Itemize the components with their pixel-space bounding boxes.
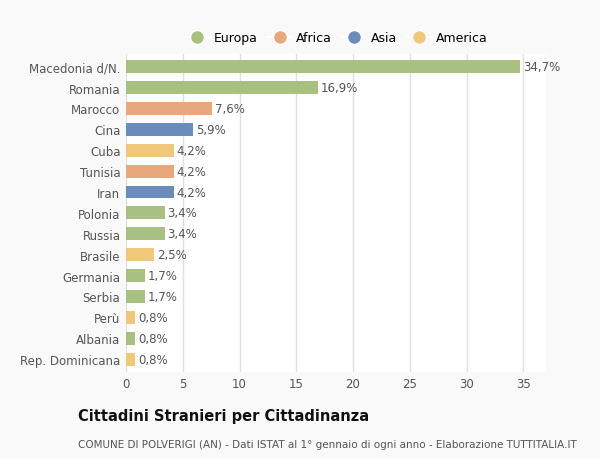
Bar xyxy=(126,249,154,262)
Text: COMUNE DI POLVERIGI (AN) - Dati ISTAT al 1° gennaio di ogni anno - Elaborazione : COMUNE DI POLVERIGI (AN) - Dati ISTAT al… xyxy=(78,440,577,449)
Text: 34,7%: 34,7% xyxy=(523,61,560,74)
Text: 0,8%: 0,8% xyxy=(138,332,167,345)
Bar xyxy=(126,82,318,95)
Bar xyxy=(126,123,193,136)
Bar xyxy=(126,145,173,157)
Text: 5,9%: 5,9% xyxy=(196,123,226,137)
Text: 0,8%: 0,8% xyxy=(138,353,167,366)
Text: Cittadini Stranieri per Cittadinanza: Cittadini Stranieri per Cittadinanza xyxy=(78,408,369,423)
Text: 1,7%: 1,7% xyxy=(148,290,178,303)
Text: 0,8%: 0,8% xyxy=(138,311,167,324)
Bar xyxy=(126,165,173,178)
Bar xyxy=(126,269,145,282)
Text: 4,2%: 4,2% xyxy=(176,165,206,178)
Text: 7,6%: 7,6% xyxy=(215,103,245,116)
Bar xyxy=(126,228,164,241)
Text: 4,2%: 4,2% xyxy=(176,145,206,157)
Text: 2,5%: 2,5% xyxy=(157,249,187,262)
Bar xyxy=(126,353,135,366)
Bar xyxy=(126,103,212,116)
Text: 3,4%: 3,4% xyxy=(167,228,197,241)
Legend: Europa, Africa, Asia, America: Europa, Africa, Asia, America xyxy=(182,30,490,48)
Bar xyxy=(126,332,135,345)
Bar xyxy=(126,311,135,324)
Bar xyxy=(126,186,173,199)
Text: 4,2%: 4,2% xyxy=(176,186,206,199)
Text: 3,4%: 3,4% xyxy=(167,207,197,220)
Text: 16,9%: 16,9% xyxy=(320,82,358,95)
Text: 1,7%: 1,7% xyxy=(148,269,178,282)
Bar xyxy=(126,207,164,220)
Bar xyxy=(126,291,145,303)
Bar xyxy=(126,61,520,74)
